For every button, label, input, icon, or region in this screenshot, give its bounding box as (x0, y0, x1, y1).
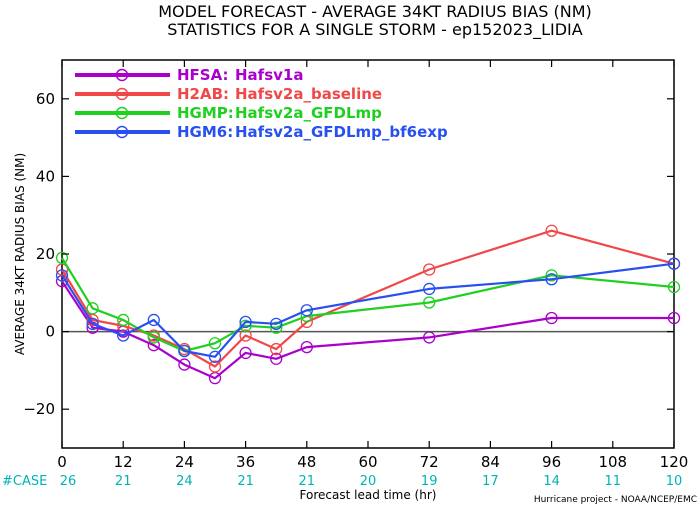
legend-item-1: HFSA: Hafsv1a (75, 66, 303, 84)
series-layer (55, 224, 681, 385)
series-line (61, 257, 675, 353)
x-tick-label: 108 (598, 453, 627, 471)
x-tick-label: 36 (236, 453, 255, 471)
legend-label: H2AB: (177, 85, 229, 103)
x-tick-label: 12 (114, 453, 133, 471)
data-point (423, 282, 436, 296)
data-point (147, 339, 160, 352)
series-4 (55, 257, 681, 363)
data-point (545, 269, 558, 282)
legend-description: Hafsv2a_baseline (235, 85, 382, 103)
legend-swatch-marker (115, 87, 129, 101)
data-point (55, 269, 69, 282)
legend-item-3: HGMP: Hafsv2a_GFDLmp (75, 104, 382, 122)
y-tick-label: 0 (45, 323, 55, 341)
x-tick-label: 96 (542, 453, 561, 471)
y-tick-label: 60 (36, 90, 55, 108)
data-point (178, 344, 191, 358)
data-point (423, 331, 436, 344)
data-point (270, 342, 283, 356)
x-tick-label: 48 (297, 453, 316, 471)
case-count: 21 (299, 474, 316, 489)
x-tick-label: 120 (660, 453, 689, 471)
data-point (270, 352, 283, 365)
data-point (117, 313, 130, 327)
data-point (423, 296, 436, 309)
data-point (667, 257, 681, 270)
case-count: 19 (421, 474, 438, 489)
case-count: 26 (60, 474, 77, 489)
case-count: 21 (115, 474, 132, 489)
case-count: 14 (543, 474, 560, 489)
data-point (270, 317, 283, 330)
x-axis-label: Forecast lead time (hr) (300, 488, 437, 502)
data-point (239, 329, 252, 342)
data-point (239, 315, 252, 329)
data-point (423, 263, 436, 276)
data-point (545, 311, 558, 325)
legend-description: Hafsv2a_GFDLmp_bf6exp (235, 123, 448, 141)
data-point (667, 280, 681, 294)
data-point (147, 331, 160, 344)
case-count: 21 (237, 474, 254, 489)
data-point (178, 358, 191, 371)
tick-layer: 0 12 24 36 48 60 72 84 96 108 120 −20 0 20 40 60 (23, 60, 688, 471)
legend-label: HGMP: (177, 104, 234, 122)
legend-label: HGM6: (177, 123, 233, 141)
data-point (300, 340, 313, 354)
data-point (147, 313, 160, 327)
case-count: 20 (360, 474, 377, 489)
legend-swatch-marker (115, 106, 129, 120)
legend-label: HFSA: (177, 66, 229, 84)
chart-title: MODEL FORECAST - AVERAGE 34KT RADIUS BIA… (158, 2, 592, 21)
x-tick-label: 72 (420, 453, 439, 471)
x-tick-label: 60 (358, 453, 377, 471)
case-counts: #CASE 26 21 24 21 21 20 19 17 14 11 10 (2, 474, 682, 489)
data-point (117, 329, 130, 342)
y-tick-label: 20 (36, 245, 55, 263)
data-point (239, 319, 252, 332)
legend-swatch-marker (115, 125, 129, 139)
data-point (300, 304, 313, 317)
data-point (55, 251, 69, 265)
case-count: 24 (176, 474, 193, 489)
y-tick-label: 40 (36, 167, 55, 185)
series-3 (55, 251, 681, 358)
data-point (208, 337, 222, 350)
chart-subtitle: STATISTICS FOR A SINGLE STORM - ep152023… (167, 20, 582, 40)
case-count: 17 (482, 474, 499, 489)
case-count: 10 (666, 474, 683, 489)
x-tick-label: 84 (481, 453, 500, 471)
data-point (545, 224, 558, 237)
x-tick-label: 24 (175, 453, 194, 471)
series-1 (55, 275, 681, 385)
legend-item-4: HGM6: Hafsv2a_GFDLmp_bf6exp (75, 123, 448, 141)
legend-item-2: H2AB: Hafsv2a_baseline (75, 85, 382, 103)
legend-description: Hafsv1a (235, 66, 303, 84)
y-axis-label: AVERAGE 34KT RADIUS BIAS (NM) (13, 153, 27, 355)
case-label: #CASE (2, 474, 47, 489)
data-point (667, 311, 681, 325)
legend-swatch-marker (115, 68, 129, 82)
data-point (545, 273, 558, 286)
data-point (208, 350, 222, 363)
case-count: 11 (605, 474, 622, 489)
data-point (239, 346, 252, 360)
credit-text: Hurricane project - NOAA/NCEP/EMC (534, 495, 697, 505)
data-point (86, 317, 99, 330)
x-tick-label: 0 (57, 453, 67, 471)
data-point (86, 302, 99, 315)
data-point (270, 321, 283, 334)
data-point (208, 360, 222, 373)
legend-description: Hafsv2a_GFDLmp (235, 104, 382, 122)
y-tick-label: −20 (23, 400, 55, 418)
